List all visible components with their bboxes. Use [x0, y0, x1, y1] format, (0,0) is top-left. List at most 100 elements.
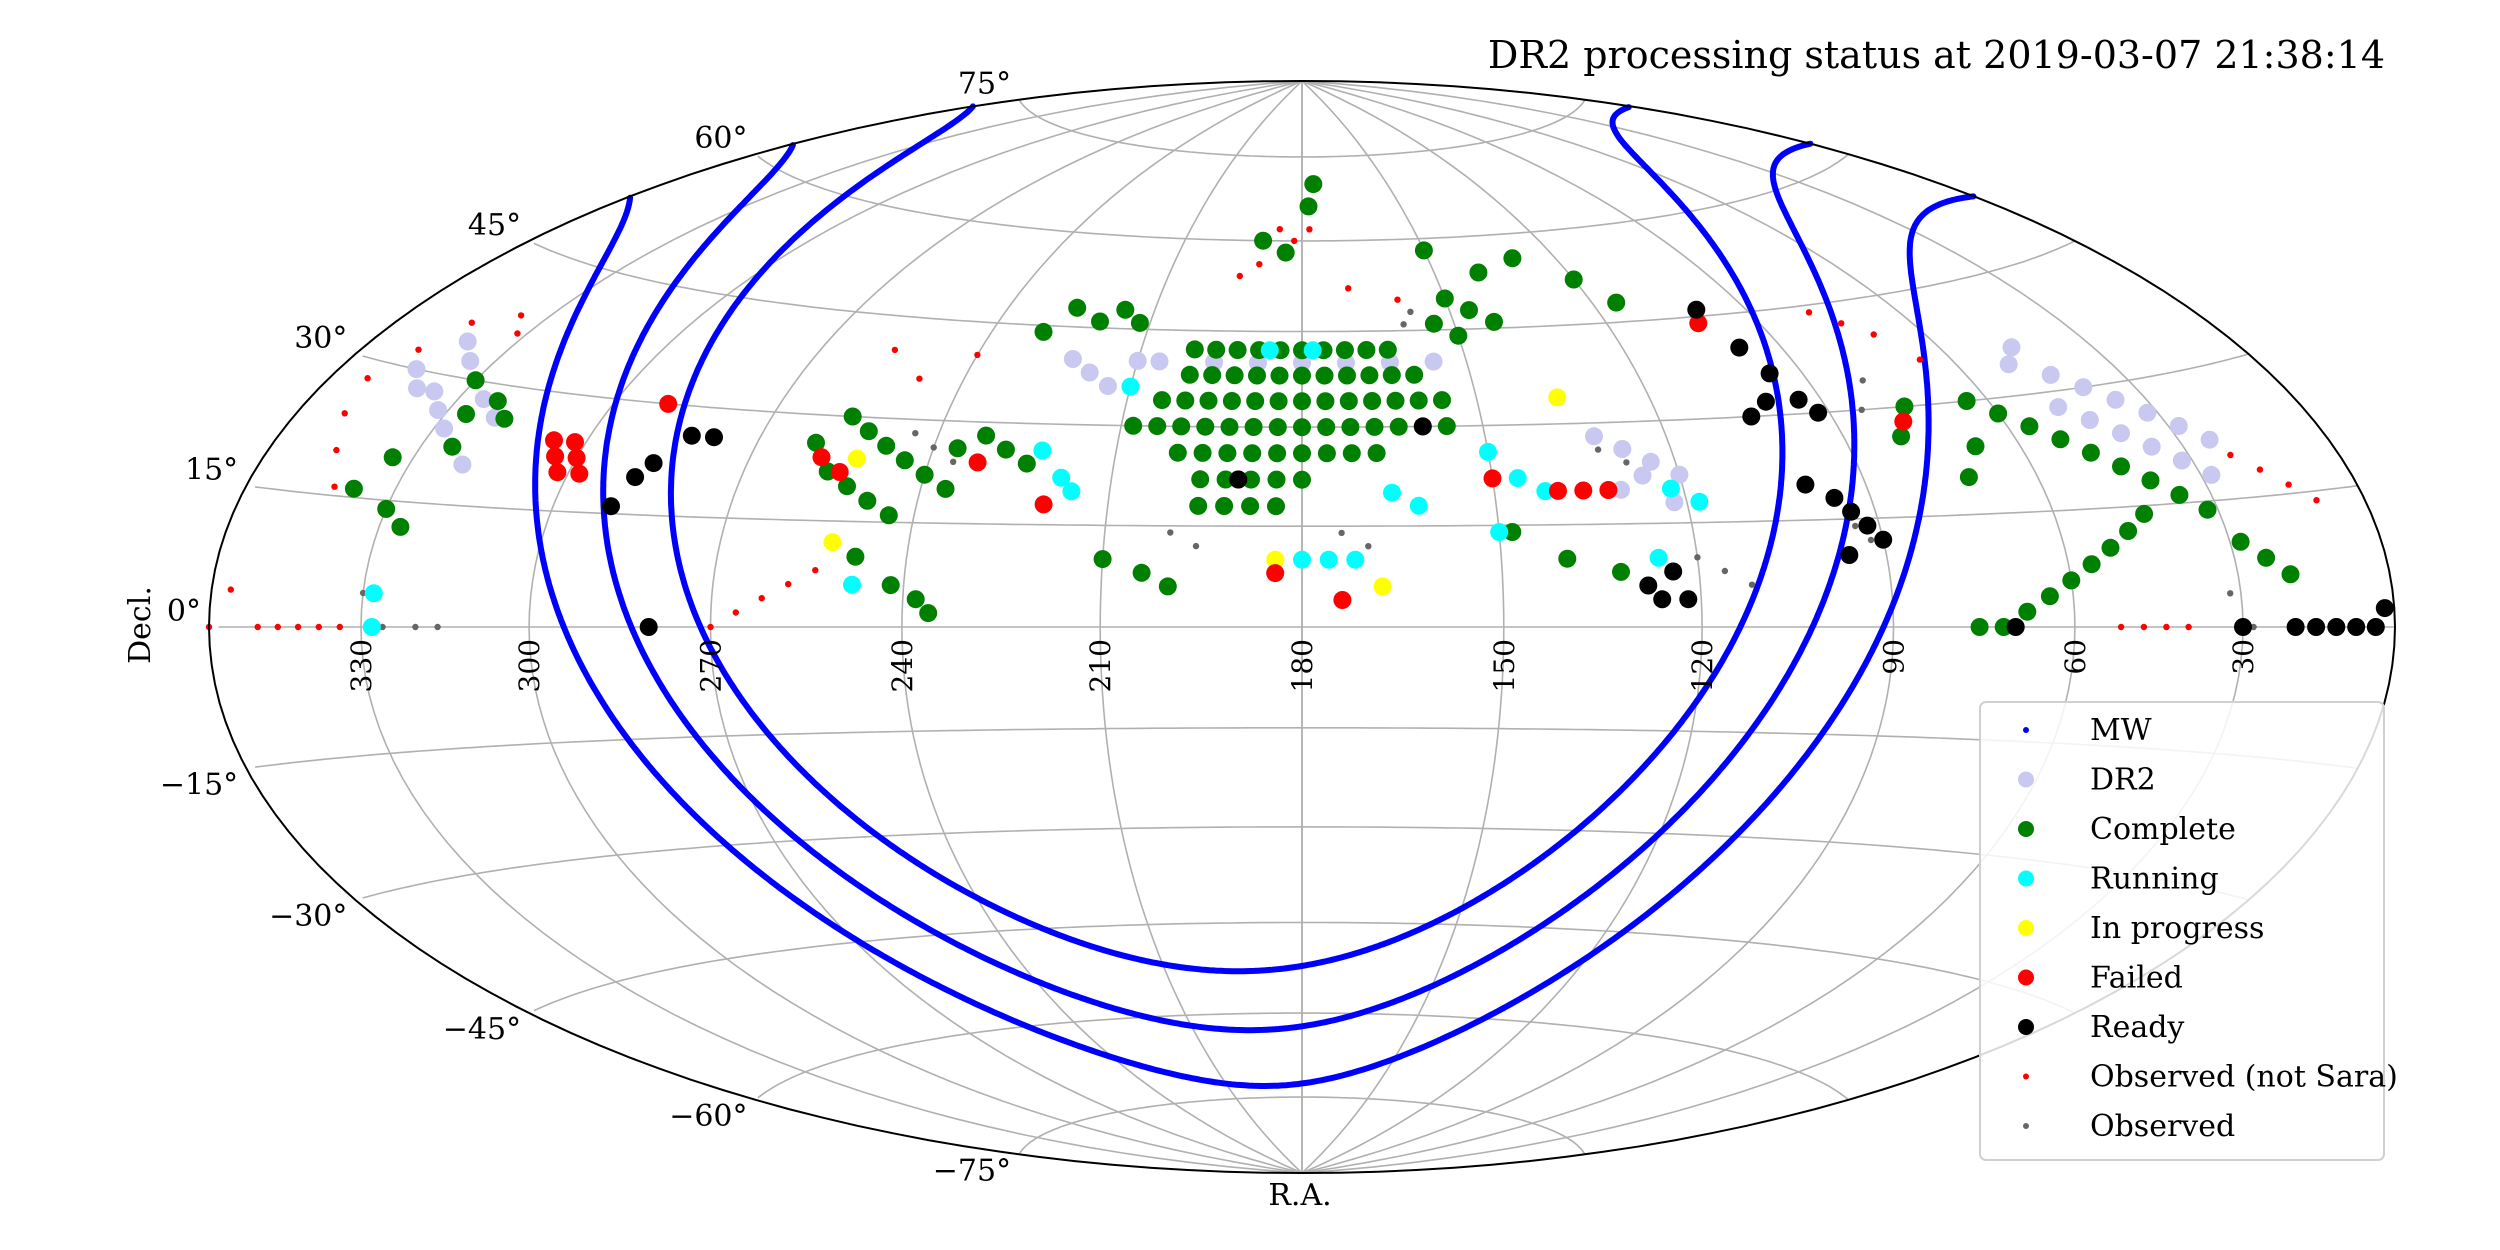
data-point — [1319, 550, 1338, 569]
milky-way-line — [787, 140, 1858, 1034]
dec-tick-label: 0° — [167, 594, 201, 629]
data-point — [434, 623, 441, 631]
data-point — [2119, 522, 2138, 540]
ra-grid-line — [1301, 80, 1505, 1174]
ra-tick-label: 300 — [513, 639, 546, 692]
data-point — [1867, 536, 1875, 544]
legend-marker — [2018, 969, 2034, 986]
dec-tick-label: −15° — [160, 767, 238, 802]
data-point — [1840, 546, 1859, 564]
data-points — [205, 175, 2394, 636]
data-point — [1549, 481, 1567, 500]
data-point — [364, 375, 371, 382]
data-point — [2234, 618, 2252, 636]
data-point — [1959, 468, 1978, 487]
data-point — [1796, 475, 1815, 494]
data-point — [2040, 587, 2059, 606]
data-point — [466, 371, 485, 390]
data-point — [758, 595, 765, 602]
data-point — [1276, 226, 1284, 233]
data-point — [1268, 444, 1287, 463]
data-point — [1382, 366, 1401, 385]
data-point — [1335, 341, 1354, 360]
ra-grid-line — [901, 80, 1303, 1174]
data-point — [1345, 285, 1352, 292]
series-running — [362, 341, 1709, 636]
data-point — [1612, 480, 1630, 499]
data-point — [227, 586, 234, 593]
data-point — [2101, 538, 2120, 557]
data-point — [1216, 470, 1235, 489]
data-point — [1215, 497, 1234, 515]
data-point — [1409, 496, 1428, 515]
data-point — [1306, 226, 1313, 233]
data-point — [2020, 417, 2039, 436]
ra-tick-label: 330 — [345, 639, 378, 692]
data-point — [1172, 417, 1191, 436]
data-point — [429, 401, 448, 420]
data-point — [1679, 590, 1698, 609]
series-complete — [344, 175, 2300, 636]
data-point — [1721, 567, 1729, 575]
data-point — [1242, 470, 1260, 489]
data-point — [1236, 272, 1244, 280]
data-point — [785, 580, 792, 588]
data-point — [1270, 366, 1289, 385]
data-point — [514, 330, 521, 337]
data-point — [644, 454, 663, 473]
data-point — [1479, 442, 1497, 461]
data-point — [1661, 479, 1680, 498]
data-point — [1063, 350, 1082, 368]
data-point — [362, 618, 381, 636]
data-point — [2112, 457, 2130, 476]
data-point — [1317, 444, 1336, 463]
data-point — [1386, 391, 1405, 410]
data-point — [1299, 197, 1318, 216]
data-point — [1424, 314, 1443, 333]
data-point — [1293, 444, 1311, 463]
data-point — [1594, 446, 1602, 453]
data-point — [1809, 403, 1828, 422]
data-point — [2307, 618, 2326, 636]
data-point — [1389, 417, 1408, 436]
legend-label: Observed — [2090, 1109, 2235, 1144]
data-point — [1633, 466, 1652, 485]
data-point — [341, 410, 348, 417]
data-point — [1373, 577, 1392, 596]
data-point — [1124, 416, 1143, 435]
legend-marker — [2018, 821, 2034, 837]
data-point — [1536, 482, 1555, 501]
data-point — [707, 623, 714, 631]
data-point — [545, 431, 563, 450]
data-point — [1825, 488, 1844, 507]
data-point — [1293, 470, 1311, 489]
data-point — [2049, 398, 2068, 417]
data-point — [2347, 618, 2366, 636]
data-point — [2185, 623, 2192, 631]
data-point — [906, 590, 925, 609]
milky-way-line — [532, 194, 761, 874]
data-point — [1858, 516, 1877, 535]
data-point — [1220, 417, 1239, 436]
data-point — [1756, 392, 1775, 411]
data-point — [458, 332, 477, 351]
data-point — [1176, 391, 1195, 410]
data-point — [915, 465, 934, 484]
data-point — [546, 447, 565, 466]
ra-tick-label: 30 — [2227, 639, 2260, 675]
data-point — [1490, 523, 1509, 542]
legend-label: Complete — [2090, 812, 2236, 847]
ra-tick-label: 180 — [1286, 639, 1319, 692]
data-point — [858, 491, 877, 510]
legend-marker — [2023, 727, 2029, 733]
data-point — [881, 576, 900, 595]
data-point — [415, 346, 422, 353]
data-point — [2138, 403, 2157, 422]
data-point — [1267, 470, 1286, 489]
data-point — [1241, 497, 1260, 516]
data-point — [1665, 493, 1684, 512]
ra-grid-line — [528, 80, 1303, 1174]
data-point — [453, 455, 472, 474]
data-point — [1689, 314, 1708, 333]
